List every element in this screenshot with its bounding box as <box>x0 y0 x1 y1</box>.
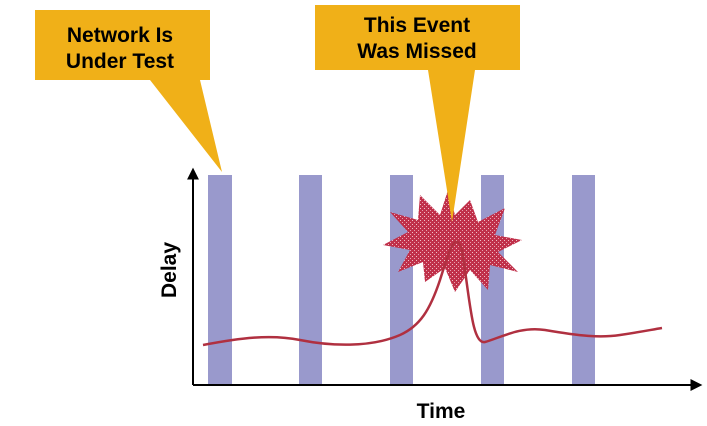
sample-windows <box>208 175 595 385</box>
window-bar <box>208 175 232 385</box>
window-bar <box>390 175 413 385</box>
callout-box <box>35 10 222 172</box>
callout-text: This Event <box>364 14 470 37</box>
y-axis-label: Delay <box>158 242 181 298</box>
window-bar <box>299 175 322 385</box>
x-axis-label: Time <box>417 400 466 423</box>
event-burst <box>383 190 522 292</box>
callout-box <box>315 5 520 222</box>
window-bar <box>572 175 595 385</box>
callout-text: Under Test <box>66 50 174 73</box>
delay-curve <box>202 240 663 347</box>
callout-text: Network Is <box>67 24 173 47</box>
callout-text: Was Missed <box>357 40 476 63</box>
